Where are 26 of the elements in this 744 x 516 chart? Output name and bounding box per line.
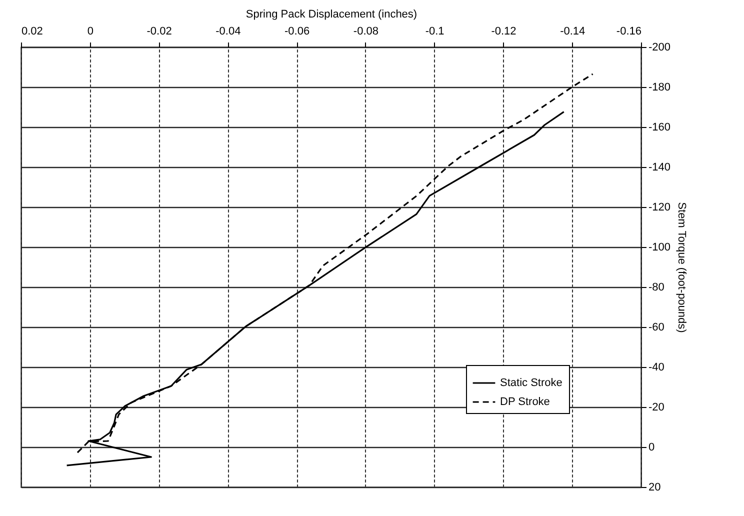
y-tick-label: -200 [648, 42, 671, 54]
y-tick-label: 0 [648, 442, 655, 454]
x-axis-title: Spring Pack Displacement (inches) [246, 8, 418, 20]
y-tick-label: -120 [648, 202, 671, 214]
x-tick-label: -0.08 [353, 26, 378, 38]
y-tick-label: -40 [648, 362, 664, 374]
y-tick-label: -180 [648, 82, 671, 94]
x-tick-label: -0.02 [146, 26, 172, 38]
x-tick-label: -0.12 [491, 26, 516, 38]
y-tick-label: -140 [648, 162, 671, 174]
legend-label: DP Stroke [500, 396, 550, 408]
x-tick-label: -0.06 [284, 26, 310, 38]
y-tick-label: -60 [648, 322, 664, 334]
x-tick-label: -0.1 [425, 26, 444, 38]
y-axis-title: Stem Torque (foot-pounds) [676, 202, 688, 333]
x-tick-label: -0.04 [216, 26, 241, 38]
y-tick-label: -100 [648, 242, 671, 254]
x-tick-label: 0 [87, 26, 94, 38]
y-tick-label: -20 [648, 402, 664, 414]
x-tick-label: -0.14 [560, 26, 586, 38]
y-tick-label: -160 [648, 122, 671, 134]
x-tick-label: 0.02 [22, 26, 43, 38]
y-tick-label: -80 [648, 282, 664, 294]
legend-label: Static Stroke [500, 377, 562, 389]
x-tick-label: -0.16 [616, 26, 642, 38]
y-tick-label: 20 [648, 482, 661, 494]
